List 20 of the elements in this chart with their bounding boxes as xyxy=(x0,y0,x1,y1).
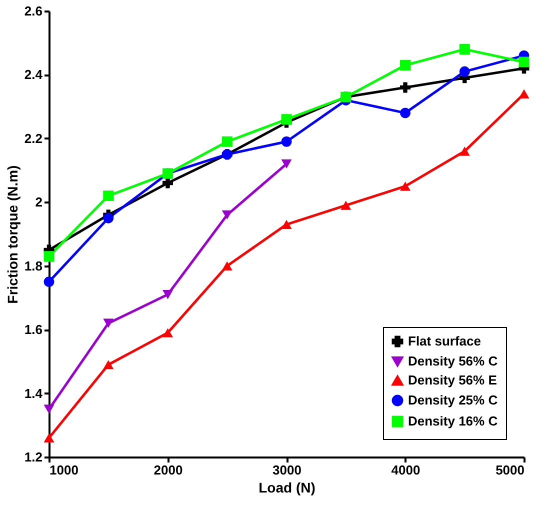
legend-label: Density 25% C xyxy=(408,392,498,408)
y-tick-label: 2.6 xyxy=(24,4,42,18)
y-tick-label: 1.4 xyxy=(24,386,44,401)
y-tick-label: 1.6 xyxy=(24,322,42,338)
x-tick-label: 1000 xyxy=(50,462,78,478)
x-axis-title: Load (N) xyxy=(258,480,316,496)
legend-label: Density 16% C xyxy=(408,414,498,428)
x-tick-label: 4000 xyxy=(391,462,420,478)
x-tick-label: 5000 xyxy=(496,462,524,478)
legend-label: Density 56% E xyxy=(408,372,498,388)
y-tick-label: 1.2 xyxy=(24,450,42,464)
y-tick-label: 2.4 xyxy=(24,67,44,82)
y-tick-label: 1.8 xyxy=(24,258,42,274)
legend-label: Flat surface xyxy=(408,334,481,348)
y-tick-label: 2 xyxy=(35,194,42,210)
x-tick-label: 2000 xyxy=(154,462,183,478)
y-tick-label: 2.2 xyxy=(24,130,42,146)
y-axis-title: Friction torque (N.m) xyxy=(4,165,20,304)
x-tick-label: 3000 xyxy=(272,462,302,478)
legend-label: Density 56% C xyxy=(408,354,498,368)
